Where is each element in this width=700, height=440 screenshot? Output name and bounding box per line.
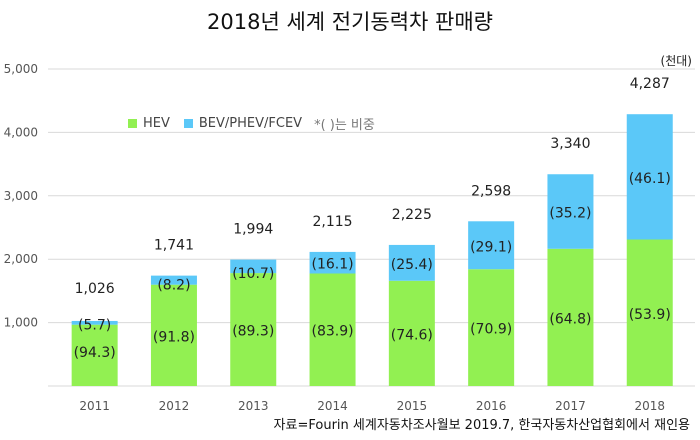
x-tick-label: 2015 xyxy=(397,399,428,413)
legend-swatch-bev xyxy=(183,119,193,128)
x-tick-label: 2018 xyxy=(634,399,665,413)
share-label-bev: (8.2) xyxy=(157,278,190,294)
bar-bev xyxy=(468,221,515,270)
x-tick-label: 2017 xyxy=(555,399,586,413)
share-label-bev: (10.7) xyxy=(232,266,274,282)
bar-hev xyxy=(309,273,356,386)
legend-note: *( )는 비중 xyxy=(314,118,375,133)
total-label: 2,598 xyxy=(471,183,511,199)
share-label-hev: (83.9) xyxy=(311,324,353,340)
x-tick-label: 2012 xyxy=(159,399,190,413)
chart-title: 2018년 세계 전기동력차 판매량 xyxy=(207,10,493,34)
total-label: 4,287 xyxy=(630,76,670,92)
bar-hev xyxy=(150,284,197,386)
bar-bev xyxy=(626,114,673,240)
bar-bev xyxy=(71,320,118,325)
legend-swatch-hev xyxy=(128,119,137,128)
bar-hev xyxy=(626,239,673,386)
share-label-hev: (53.9) xyxy=(629,307,671,323)
share-label-hev: (94.3) xyxy=(74,345,116,361)
total-label: 1,994 xyxy=(233,222,273,238)
share-label-bev: (25.4) xyxy=(391,257,433,273)
share-label-hev: (64.8) xyxy=(549,311,591,327)
legend: HEV BEV/PHEV/FCEV *( )는 비중 xyxy=(128,114,375,133)
share-label-bev: (35.2) xyxy=(549,206,591,222)
bar-bev xyxy=(230,259,277,274)
y-tick-label: 2,000 xyxy=(4,252,38,266)
y-tick-label: 5,000 xyxy=(4,62,38,76)
share-label-bev: (29.1) xyxy=(470,239,512,255)
share-label-hev: (89.3) xyxy=(232,324,274,340)
bar-bev xyxy=(388,244,435,281)
bar-hev xyxy=(71,324,118,386)
legend-label-hev: HEV xyxy=(143,116,170,131)
bar-bev xyxy=(150,275,197,285)
x-tick-label: 2011 xyxy=(79,399,110,413)
total-label: 1,741 xyxy=(154,238,194,254)
x-tick-label: 2016 xyxy=(476,399,507,413)
x-tick-label: 2014 xyxy=(317,399,348,413)
y-tick-label: 1,000 xyxy=(4,316,38,330)
share-label-bev: (46.1) xyxy=(629,171,671,187)
bar-hev xyxy=(547,248,594,386)
share-label-hev: (91.8) xyxy=(153,329,195,345)
y-tick-label: 3,000 xyxy=(4,189,38,203)
total-label: 2,225 xyxy=(392,207,432,223)
share-label-bev: (5.7) xyxy=(78,318,111,334)
share-label-hev: (74.6) xyxy=(391,327,433,343)
bar-hev xyxy=(230,273,277,386)
unit-label: (천대) xyxy=(660,54,692,68)
share-label-hev: (70.9) xyxy=(470,322,512,338)
total-label: 1,026 xyxy=(75,281,115,297)
y-tick-label: 4,000 xyxy=(4,125,38,139)
bar-bev xyxy=(547,174,594,249)
total-label: 3,340 xyxy=(550,136,590,152)
x-tick-label: 2013 xyxy=(238,399,269,413)
total-label: 2,115 xyxy=(313,214,353,230)
bar-hev xyxy=(388,280,435,386)
share-label-bev: (16.1) xyxy=(311,257,353,273)
legend-label-bev: BEV/PHEV/FCEV xyxy=(198,116,303,131)
source-note: 자료=Fourin 세계자동차조사월보 2019.7, 한국자동차산업협회에서 … xyxy=(273,418,690,433)
bar-hev xyxy=(468,269,515,386)
bar-bev xyxy=(309,251,356,274)
